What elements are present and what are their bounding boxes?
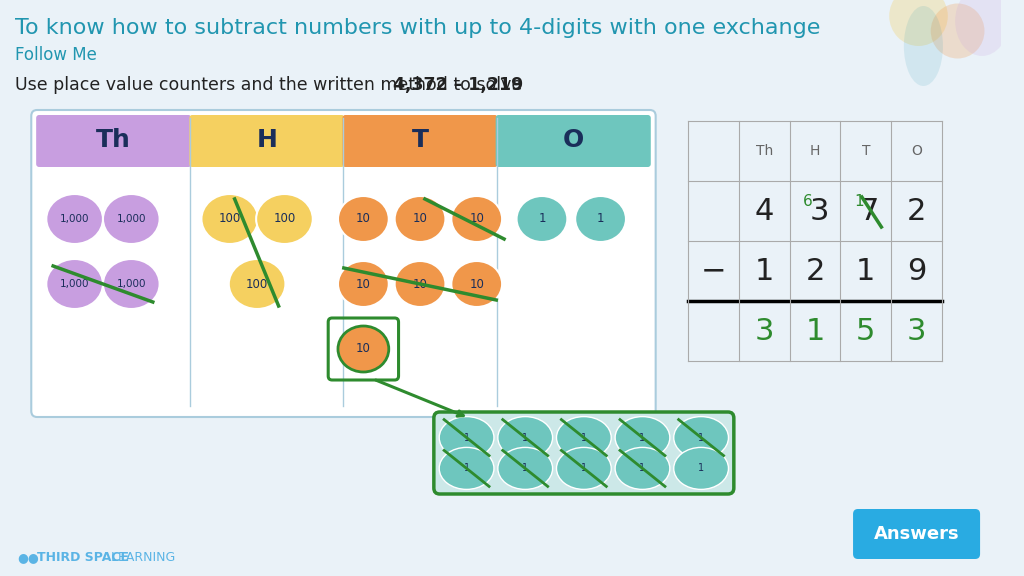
Ellipse shape (615, 416, 670, 458)
FancyBboxPatch shape (32, 110, 655, 417)
Text: 10: 10 (413, 278, 427, 290)
Ellipse shape (228, 259, 286, 309)
Text: 100: 100 (273, 213, 296, 225)
Ellipse shape (904, 6, 943, 86)
Text: 1: 1 (755, 256, 774, 286)
Text: 1: 1 (698, 433, 705, 442)
Text: 9: 9 (907, 256, 927, 286)
Text: 1,000: 1,000 (117, 214, 146, 224)
FancyBboxPatch shape (36, 115, 191, 167)
Ellipse shape (931, 3, 984, 59)
Ellipse shape (46, 194, 103, 244)
Text: 3: 3 (907, 316, 927, 346)
Ellipse shape (556, 448, 611, 490)
Ellipse shape (103, 259, 160, 309)
Text: H: H (810, 144, 820, 158)
Text: 1: 1 (639, 464, 645, 473)
Ellipse shape (674, 448, 728, 490)
Text: 1: 1 (581, 433, 587, 442)
Text: 100: 100 (219, 213, 241, 225)
Text: 1: 1 (698, 464, 705, 473)
Ellipse shape (556, 416, 611, 458)
Text: 10: 10 (469, 278, 484, 290)
Text: T: T (412, 128, 429, 152)
Text: THIRD SPACE: THIRD SPACE (37, 551, 129, 564)
Text: 10: 10 (356, 278, 371, 290)
Ellipse shape (674, 416, 728, 458)
Text: LEARNING: LEARNING (106, 551, 175, 564)
Text: 4: 4 (755, 196, 774, 225)
Text: 10: 10 (413, 213, 427, 225)
Ellipse shape (439, 416, 494, 458)
Text: 1,000: 1,000 (117, 279, 146, 289)
Text: 1: 1 (464, 464, 470, 473)
Text: 1: 1 (597, 213, 604, 225)
Ellipse shape (615, 448, 670, 490)
Text: 10: 10 (469, 213, 484, 225)
Ellipse shape (439, 448, 494, 490)
Ellipse shape (575, 196, 626, 242)
Text: 1: 1 (522, 464, 528, 473)
Ellipse shape (498, 448, 553, 490)
Text: 1: 1 (854, 195, 863, 210)
Text: 1: 1 (522, 433, 528, 442)
Text: 1: 1 (539, 213, 546, 225)
FancyBboxPatch shape (853, 509, 980, 559)
Text: 1: 1 (581, 464, 587, 473)
Ellipse shape (202, 194, 258, 244)
Text: 1: 1 (639, 433, 645, 442)
Text: Use place value counters and the written method to solve: Use place value counters and the written… (14, 76, 527, 94)
Text: 1: 1 (805, 316, 824, 346)
Text: 6: 6 (803, 195, 813, 210)
FancyBboxPatch shape (434, 412, 734, 494)
Text: ●●: ●● (17, 551, 39, 564)
Text: 2: 2 (805, 256, 824, 286)
Text: 3: 3 (755, 316, 774, 346)
Text: 10: 10 (356, 343, 371, 355)
Ellipse shape (498, 416, 553, 458)
Ellipse shape (452, 261, 502, 307)
Text: 3: 3 (810, 196, 829, 225)
Text: 2: 2 (907, 196, 927, 225)
Text: 1,000: 1,000 (59, 279, 89, 289)
Ellipse shape (394, 261, 445, 307)
Ellipse shape (338, 326, 389, 372)
Text: 100: 100 (246, 278, 268, 290)
Ellipse shape (452, 196, 502, 242)
FancyBboxPatch shape (496, 115, 651, 167)
Text: 1,000: 1,000 (59, 214, 89, 224)
Text: H: H (256, 128, 278, 152)
Text: Answers: Answers (873, 525, 959, 543)
FancyBboxPatch shape (189, 115, 344, 167)
Ellipse shape (955, 0, 1009, 56)
Ellipse shape (394, 196, 445, 242)
Text: 4,372 – 1,219: 4,372 – 1,219 (393, 76, 523, 94)
Text: 10: 10 (356, 213, 371, 225)
Ellipse shape (46, 259, 103, 309)
Text: 1: 1 (856, 256, 876, 286)
Text: 7: 7 (860, 196, 880, 225)
Text: Th: Th (96, 128, 131, 152)
Text: −: − (700, 256, 726, 286)
Text: Th: Th (756, 144, 773, 158)
Text: 5: 5 (856, 316, 876, 346)
Text: O: O (911, 144, 922, 158)
Ellipse shape (516, 196, 567, 242)
Ellipse shape (256, 194, 312, 244)
Text: To know how to subtract numbers with up to 4-digits with one exchange: To know how to subtract numbers with up … (14, 18, 820, 38)
Ellipse shape (889, 0, 948, 46)
Text: Follow Me: Follow Me (14, 46, 96, 64)
Text: T: T (861, 144, 870, 158)
FancyBboxPatch shape (342, 115, 498, 167)
Text: O: O (562, 128, 584, 152)
Ellipse shape (103, 194, 160, 244)
Ellipse shape (338, 196, 389, 242)
Ellipse shape (338, 261, 389, 307)
Text: 1: 1 (464, 433, 470, 442)
